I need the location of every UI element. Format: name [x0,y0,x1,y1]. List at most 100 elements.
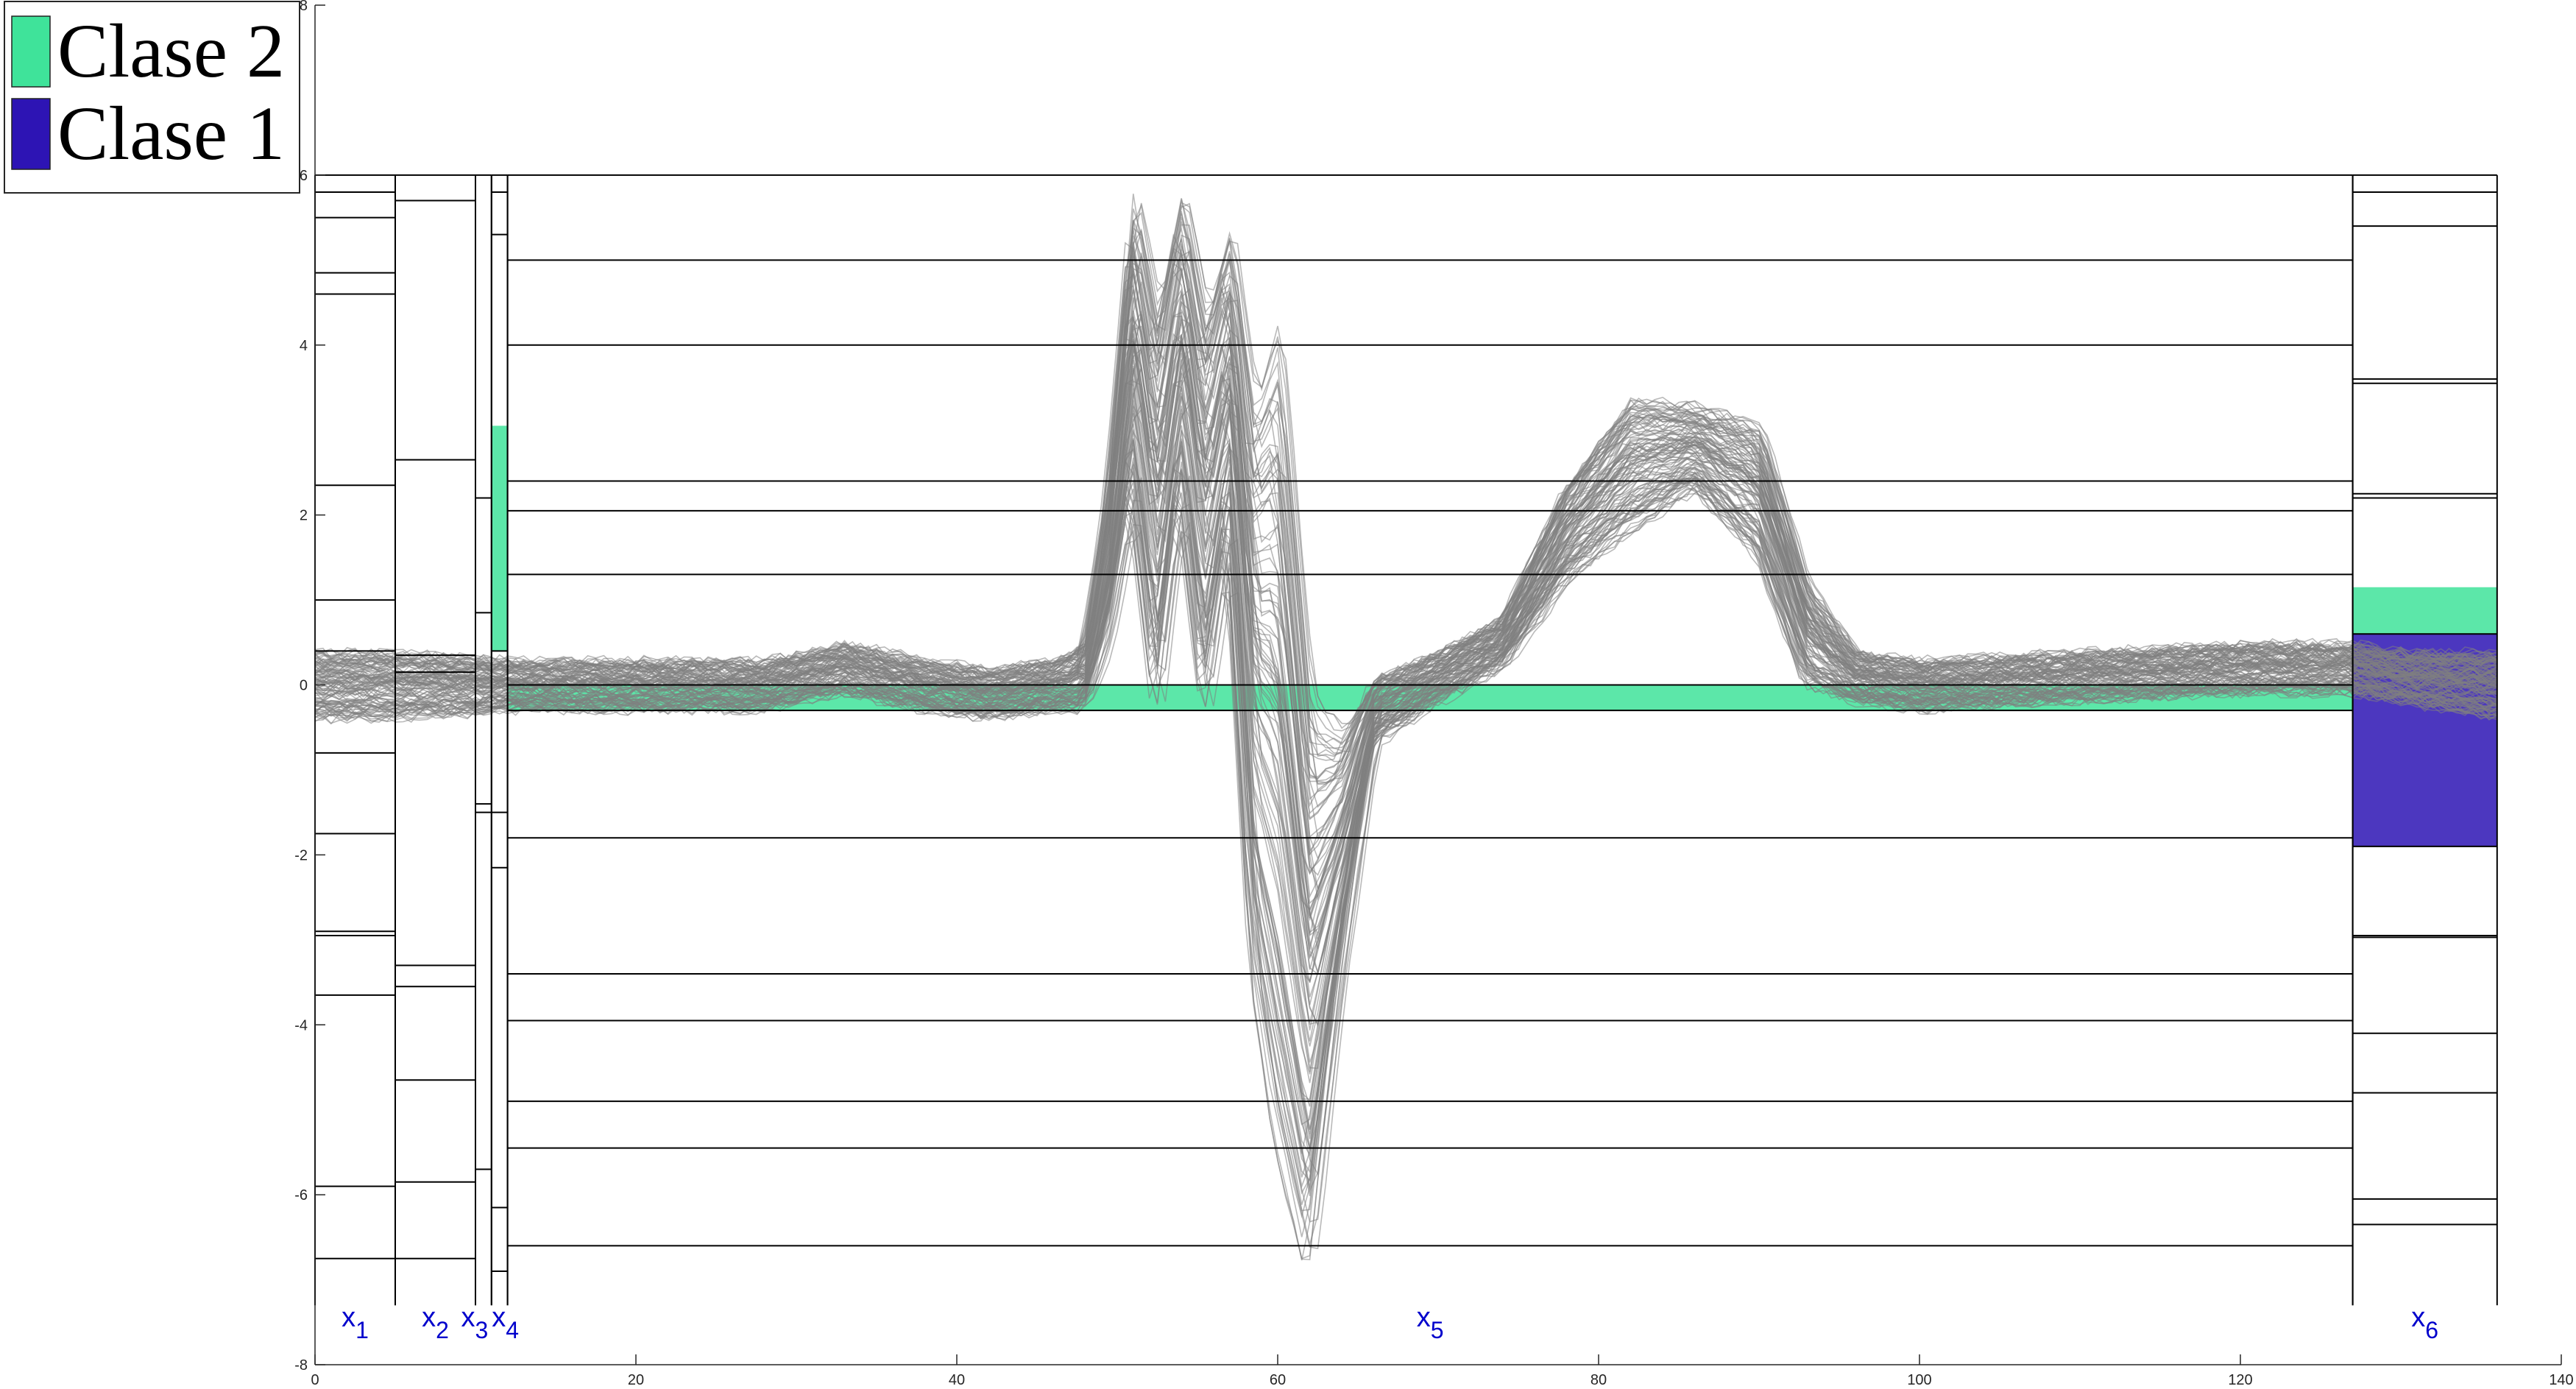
variable-labels: x1 x2 x3 x4 x5 x6 [342,1302,2438,1343]
series-line [314,315,2497,913]
series-line [314,289,2498,855]
y-tick-label: 6 [300,168,308,184]
variable-label-x6: x6 [2411,1302,2438,1343]
series-line [314,440,2497,1151]
series-line [314,478,2497,1192]
series-line [314,314,2498,901]
series-line [314,250,2498,820]
y-tick-label: -2 [294,847,308,863]
x-tick-label: 20 [628,1372,644,1388]
series-line [314,475,2498,1182]
series-line [314,464,2497,1148]
series-line [314,429,2498,1130]
series-line [314,478,2498,1195]
series-line [314,281,2497,839]
series-line [314,478,2498,1178]
series-line [314,291,2498,873]
series-line [314,459,2498,1125]
x-tick-label: 120 [2228,1372,2252,1388]
series-line [314,343,2497,934]
series-line [314,428,2497,1070]
series-line [314,484,2497,1219]
series-line [314,477,2498,1189]
legend-swatch [11,98,51,170]
series-line [314,459,2498,1154]
y-tick-label: -6 [294,1187,308,1204]
series-line [314,300,2498,860]
series-line [314,489,2498,1261]
series-line [314,492,2498,1259]
axes: 0 20 40 60 80 100 120 140 -8 -6 -4 -2 0 2 4 6 8 [294,0,2573,1388]
y-tick-label: 2 [300,508,308,524]
legend-label: Clase 1 [57,91,285,176]
series-line [314,438,2497,1107]
series-line [314,269,2498,821]
series-line [314,311,2498,875]
series-line [314,333,2497,947]
variable-label-x3: x3 [461,1302,489,1343]
series-line [314,340,2498,935]
series-line [314,487,2497,1261]
class-band-x4-clase-2 [491,425,508,651]
series-line [314,477,2497,1174]
x-tick-label: 100 [1907,1372,1931,1388]
series-line [314,477,2497,1205]
series-line [314,243,2498,782]
series-line [314,482,2498,1245]
x-tick-label: 140 [2549,1372,2573,1388]
x-tick-label: 0 [311,1372,319,1388]
series-line [314,335,2498,922]
y-tick-label: -8 [294,1357,308,1374]
series-line [314,315,2498,875]
series-line [314,340,2497,937]
series-line [314,461,2497,1148]
series-line [314,322,2498,916]
series-line [314,406,2497,1072]
series-line [314,301,2498,899]
series-line [314,488,2498,1250]
series-line [314,483,2498,1223]
series-line [314,273,2497,838]
series-lines [314,194,2498,1261]
y-tick-label: 8 [300,0,308,14]
variable-label-x1: x1 [342,1302,369,1343]
series-line [314,403,2498,1027]
series-line [314,268,2498,852]
series-line [314,438,2498,1139]
series-line [314,486,2497,1237]
series-line [314,204,2497,732]
series-line [314,343,2498,942]
x-tick-label: 40 [949,1372,965,1388]
legend-label: Clase 2 [57,9,285,93]
series-line [314,308,2497,876]
series-line [314,476,2497,1176]
y-tick-label: -4 [294,1017,308,1033]
y-tick-label: 0 [300,678,308,694]
series-line [314,395,2498,1028]
variable-regions [314,174,2498,1306]
series-line [314,467,2497,1196]
legend-box [4,1,300,194]
series-line [314,447,2497,1102]
variable-label-x2: x2 [422,1302,449,1343]
variable-label-x5: x5 [1417,1302,1444,1343]
legend-swatch [11,15,51,88]
series-line [314,313,2498,892]
series-line [314,445,2498,1131]
series-line [314,333,2498,911]
series-line [314,396,2498,1047]
series-line [314,288,2498,856]
series-line [314,449,2497,1100]
series-line [314,333,2498,919]
series-line [314,469,2498,1157]
series-line [314,457,2497,1188]
series-line [314,369,2497,1031]
variable-label-x4: x4 [492,1302,519,1343]
series-line [314,318,2498,890]
class-band-x6-clase-2 [2352,587,2497,635]
series-line [314,413,2497,1063]
series-line [314,247,2498,780]
series-line [314,344,2497,936]
